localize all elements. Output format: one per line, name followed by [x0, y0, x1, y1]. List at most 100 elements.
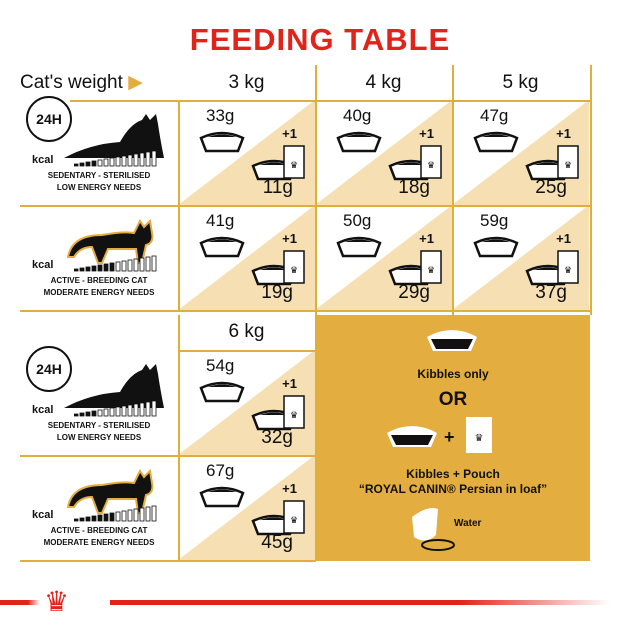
- energy-profile: 24H kcal SEDENTARY - STERILISED LOW ENER…: [22, 346, 176, 455]
- royal-canin-crown-logo: ♛: [44, 586, 70, 617]
- page-title: FEEDING TABLE: [189, 22, 451, 57]
- bowl-icon: [198, 380, 246, 409]
- kibbles-only-amount: 67g: [206, 461, 235, 480]
- pouch-icon: ♛: [556, 249, 580, 290]
- footer-line-right: [110, 600, 610, 605]
- mixed-kibbles-amount: 18g: [398, 177, 430, 198]
- grid-line: [70, 100, 590, 102]
- plus-one-pouch: +1: [556, 126, 571, 141]
- grid-line: [20, 310, 590, 312]
- energy-scale-icon: [74, 255, 157, 272]
- svg-text:♛: ♛: [290, 160, 298, 170]
- plus-label: +: [444, 427, 455, 447]
- bowl-icon: [387, 426, 437, 447]
- feeding-cell: 59g +1 ♛ 37g: [452, 205, 589, 310]
- mixed-kibbles-amount: 37g: [535, 282, 567, 303]
- cat-icon: [62, 467, 162, 522]
- clock-24h-icon: 24H: [26, 96, 72, 142]
- plus-one-pouch: +1: [282, 231, 297, 246]
- profile-label: ACTIVE - BREEDING CAT: [50, 276, 148, 285]
- grid-line: [590, 65, 592, 315]
- energy-profile: 24H kcal SEDENTARY - STERILISED LOW ENER…: [22, 96, 176, 205]
- svg-text:♛: ♛: [290, 515, 298, 525]
- energy-needs-label: MODERATE ENERGY NEEDS: [43, 538, 155, 547]
- svg-text:♛: ♛: [290, 265, 298, 275]
- bowl-icon: [472, 235, 520, 264]
- water-bowl-icon: [412, 508, 455, 551]
- col-4kg: 4 kg: [365, 72, 402, 93]
- kibbles-only-label: Kibbles only: [417, 367, 489, 381]
- plus-one-pouch: +1: [282, 481, 297, 496]
- kibbles-only-amount: 33g: [206, 106, 235, 125]
- pouch-icon: ♛: [556, 144, 580, 185]
- grid-line: [178, 315, 180, 561]
- pouch-icon: ♛: [419, 249, 443, 290]
- feeding-cell: 50g +1 ♛ 29g: [315, 205, 452, 310]
- kcal-label: kcal: [32, 404, 54, 416]
- grid-line: [315, 315, 317, 561]
- svg-text:♛: ♛: [564, 160, 572, 170]
- bowl-icon: [427, 330, 477, 351]
- plus-one-pouch: +1: [419, 231, 434, 246]
- arrow-right-icon: ▶: [128, 72, 143, 93]
- svg-text:♛: ♛: [427, 265, 435, 275]
- pouch-icon: ♛: [282, 394, 306, 435]
- bowl-icon: [198, 130, 246, 159]
- grid-line: [315, 65, 317, 315]
- mixed-kibbles-amount: 25g: [535, 177, 567, 198]
- feeding-cell: 54g +1 ♛ 32g: [178, 350, 315, 455]
- bowl-icon: [198, 485, 246, 514]
- weight-label: Cat's weight ▶: [20, 66, 170, 100]
- feeding-cell: 40g +1 ♛ 18g: [315, 100, 452, 205]
- plus-one-pouch: +1: [282, 376, 297, 391]
- grid-line: [20, 560, 316, 562]
- kcal-label: kcal: [32, 154, 54, 166]
- profile-label: ACTIVE - BREEDING CAT: [50, 526, 148, 535]
- bowl-icon: [335, 130, 383, 159]
- energy-profile: kcal ACTIVE - BREEDING CAT MODERATE ENER…: [22, 205, 176, 310]
- pouch-icon: ♛: [282, 144, 306, 185]
- bowl-icon: [198, 235, 246, 264]
- svg-text:♛: ♛: [427, 160, 435, 170]
- kibbles-only-amount: 47g: [480, 106, 509, 125]
- kibbles-only-amount: 41g: [206, 211, 235, 230]
- energy-needs-label: LOW ENERGY NEEDS: [56, 433, 142, 442]
- bowl-icon: [472, 130, 520, 159]
- legend-panel: Kibbles only OR + ♛ Kibbles + Pouch “ROY…: [316, 315, 590, 561]
- svg-text:♛: ♛: [564, 265, 572, 275]
- cat-icon: [62, 217, 162, 272]
- col-6kg: 6 kg: [228, 321, 265, 342]
- product-label: “ROYAL CANIN® Persian in loaf”: [358, 482, 548, 496]
- kibbles-only-amount: 40g: [343, 106, 372, 125]
- pouch-icon: ♛: [282, 249, 306, 290]
- energy-needs-label: LOW ENERGY NEEDS: [56, 183, 142, 192]
- pouch-icon: ♛: [466, 417, 492, 453]
- footer-line-left: [0, 600, 40, 605]
- svg-text:♛: ♛: [290, 410, 298, 420]
- plus-one-pouch: +1: [419, 126, 434, 141]
- energy-needs-label: MODERATE ENERGY NEEDS: [43, 288, 155, 297]
- col-5kg: 5 kg: [502, 72, 539, 93]
- mixed-kibbles-amount: 45g: [261, 532, 293, 553]
- grid-line: [178, 350, 316, 352]
- grid-line: [20, 205, 590, 207]
- mixed-kibbles-amount: 29g: [398, 282, 430, 303]
- weight-label-text: Cat's weight: [20, 72, 123, 93]
- energy-scale-icon: [74, 400, 157, 417]
- cat-icon: [60, 114, 170, 169]
- mixed-kibbles-amount: 32g: [261, 427, 293, 448]
- kcal-label: kcal: [32, 509, 54, 521]
- energy-scale-icon: [74, 150, 157, 167]
- svg-text:♛: ♛: [475, 433, 484, 444]
- pouch-icon: ♛: [282, 499, 306, 540]
- plus-one-pouch: +1: [556, 231, 571, 246]
- kcal-label: kcal: [32, 259, 54, 271]
- kibbles-pouch-label: Kibbles + Pouch: [406, 467, 500, 481]
- profile-label: SEDENTARY - STERILISED: [47, 171, 151, 180]
- feeding-cell: 67g +1 ♛ 45g: [178, 455, 315, 560]
- cat-icon: [60, 364, 170, 419]
- bowl-icon: [335, 235, 383, 264]
- clock-24h-icon: 24H: [26, 346, 72, 392]
- mixed-kibbles-amount: 11g: [262, 177, 293, 198]
- pouch-icon: ♛: [419, 144, 443, 185]
